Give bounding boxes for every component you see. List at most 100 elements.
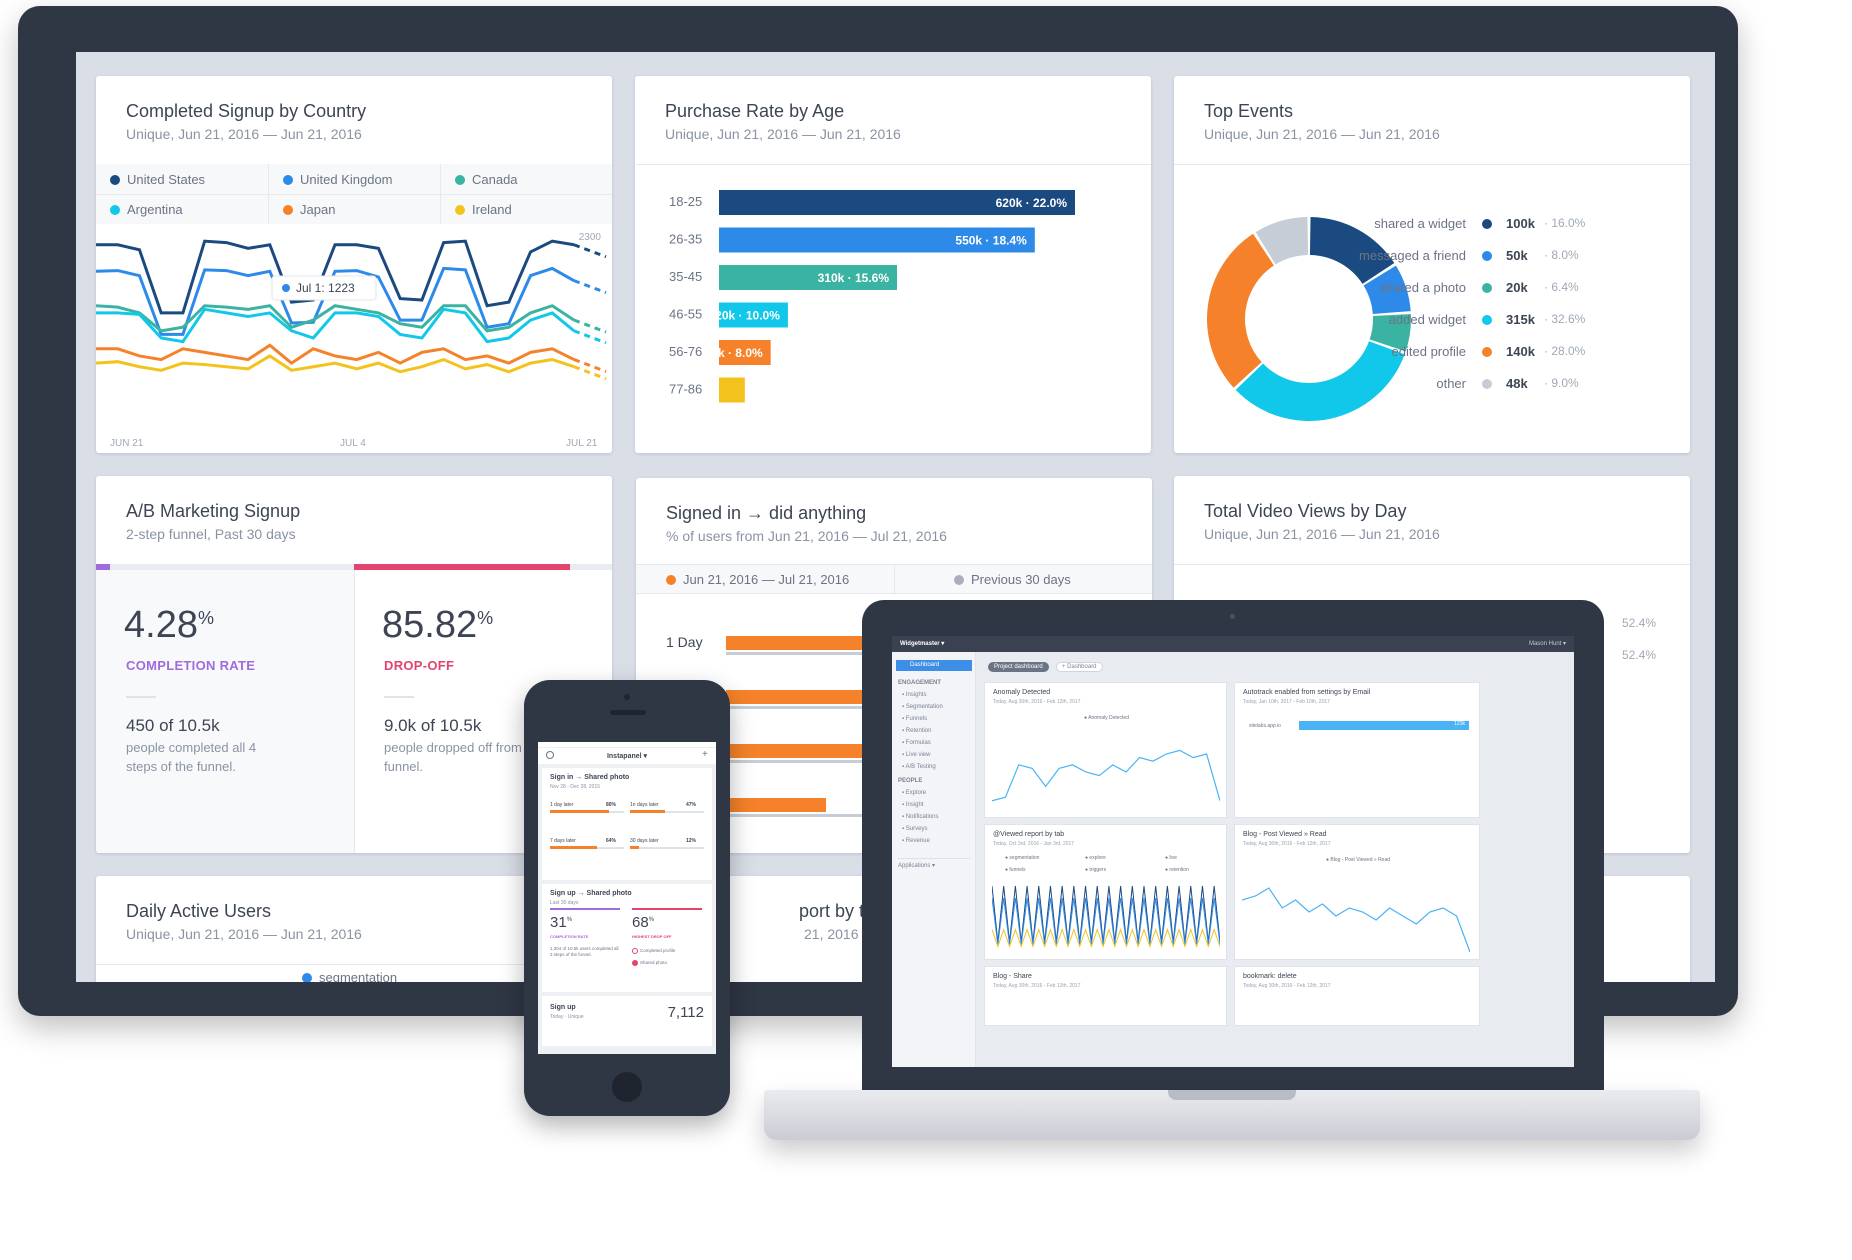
laptop-card-sub: Today, Aug 30th, 2016 - Feb 12th, 2017 [993, 983, 1081, 989]
laptop-card[interactable]: Blog - Share Today, Aug 30th, 2016 - Feb … [984, 966, 1227, 1026]
bar-18-25[interactable] [719, 190, 1075, 215]
bar-35-45[interactable] [719, 265, 897, 290]
event-color-dot [1482, 219, 1492, 229]
donut-slice-messaged-a-friend[interactable] [1363, 265, 1411, 315]
card-top-events[interactable]: Top Events Unique, Jun 21, 2016 — Jun 21… [1174, 76, 1690, 453]
sidebar-item[interactable]: ▪ Insight [902, 802, 924, 808]
series-line-japan[interactable] [96, 343, 575, 365]
sidebar-item-dashboard[interactable]: Dashboard [896, 660, 972, 671]
card-subtitle: % of users from Jun 21, 2016 — Jul 21, 2… [666, 528, 947, 544]
series-line-canada[interactable] [96, 304, 575, 333]
laptop-card-legend: ● explore [1085, 855, 1106, 861]
laptop-app-title[interactable]: Widgetmaster ▾ [900, 641, 945, 647]
phone-drop-item: Completed profile [632, 948, 675, 954]
event-label: shared a photo [1379, 280, 1466, 295]
sidebar-item[interactable]: ▪ Surveys [902, 826, 928, 832]
dropoff-value: 85.82% [382, 604, 494, 646]
laptop-mini-chart [1242, 887, 1470, 953]
sidebar-item[interactable]: ▪ Segmentation [902, 704, 943, 710]
legend-item-argentina[interactable]: Argentina [110, 202, 183, 217]
legend-item-previous[interactable]: Previous 30 days [954, 572, 1071, 587]
bar-56-76[interactable] [719, 340, 771, 365]
bar-77-86[interactable] [719, 377, 745, 403]
sidebar-item[interactable]: ▪ Live view [902, 752, 931, 758]
laptop-card-legend: ● Blog - Post Viewed » Read [1325, 857, 1391, 863]
sidebar-item[interactable]: ▪ Funnels [902, 716, 928, 722]
legend-item-ireland[interactable]: Ireland [455, 202, 512, 217]
event-pct: · 8.0% [1544, 248, 1579, 262]
phone-card-signup[interactable]: Sign up Today · Unique 7,112 [542, 996, 712, 1046]
plus-icon[interactable]: + [702, 749, 708, 760]
laptop-card[interactable]: bookmark: delete Today, Aug 30th, 2016 - … [1234, 966, 1480, 1026]
bar-26-35[interactable] [719, 227, 1035, 253]
phone-card-title: Sign up → Shared photo [550, 890, 632, 897]
donut-slice-added-widget[interactable] [1235, 341, 1405, 421]
event-label: shared a widget [1374, 216, 1466, 231]
completion-rate-value: 4.28% [124, 604, 214, 646]
sidebar-item[interactable]: ▪ Retention [902, 728, 932, 734]
event-label: other [1436, 376, 1466, 391]
mini-chart-line [992, 885, 1220, 943]
sidebar-applications[interactable]: Applications ▾ [898, 858, 970, 869]
card-signup-by-country[interactable]: Completed Signup by Country Unique, Jun … [96, 76, 612, 453]
legend-item-united-kingdom[interactable]: United Kingdom [283, 172, 393, 187]
laptop-card[interactable]: Autotrack enabled from settings by Email… [1234, 682, 1480, 818]
phone-screen: Instapanel ▾ + Sign in → Shared photo No… [538, 742, 716, 1054]
event-pct: · 28.0% [1544, 344, 1586, 358]
legend-item-segmentation[interactable]: segmentation [302, 970, 397, 982]
bar-category-label: 18-25 [669, 194, 702, 209]
legend-item-canada[interactable]: Canada [455, 172, 518, 187]
sidebar-item[interactable]: ▪ Notifications [902, 814, 939, 820]
card-subtitle: Unique, Jun 21, 2016 — Jun 21, 2016 [1204, 126, 1440, 142]
event-color-dot [1482, 347, 1492, 357]
chart-legend: United States United Kingdom Canada Arge… [96, 164, 612, 224]
legend-item-japan[interactable]: Japan [283, 202, 335, 217]
donut-slice-shared-a-photo[interactable] [1369, 314, 1411, 352]
tab-add-dashboard[interactable]: + Dashboard [1056, 662, 1103, 672]
legend-item-current[interactable]: Jun 21, 2016 — Jul 21, 2016 [666, 572, 849, 587]
series-line-united-kingdom[interactable] [96, 266, 575, 336]
event-value: 140k [1506, 344, 1535, 359]
card-title: A/B Marketing Signup [126, 501, 301, 521]
donut-slice-edited-profile[interactable] [1207, 233, 1274, 388]
card-purchase-rate-by-age[interactable]: Purchase Rate by Age Unique, Jun 21, 201… [635, 76, 1151, 453]
phone-card-retention[interactable]: Sign in → Shared photo Nov 28 - Dec 28, … [542, 768, 712, 880]
retention-row-value: 47% [686, 802, 697, 808]
pct-label: 52.4% [1622, 616, 1657, 630]
legend-item-united-states[interactable]: United States [110, 172, 205, 187]
retention-row-label: 30 days later [630, 838, 659, 844]
retention-bar-current[interactable] [726, 798, 826, 812]
laptop-card[interactable]: Anomaly Detected Today, Aug 30th, 2016 - … [984, 682, 1227, 818]
event-value: 20k [1506, 280, 1528, 295]
donut-slice-shared-a-widget[interactable] [1309, 217, 1395, 284]
card-ab-marketing-signup[interactable]: A/B Marketing Signup 2-step funnel, Past… [96, 476, 612, 853]
tab-project-dashboard[interactable]: Project dashboard [988, 662, 1049, 672]
series-line-united-states[interactable] [96, 239, 575, 315]
phone-app-title[interactable]: Instapanel ▾ [606, 753, 648, 760]
event-color-dot [1482, 283, 1492, 293]
laptop-mini-chart [992, 928, 1220, 948]
laptop-card[interactable]: Blog - Post Viewed » Read Today, Aug 30th… [1234, 824, 1480, 960]
pct-label: 52.4% [1622, 648, 1657, 662]
sidebar-item[interactable]: ▪ Formulas [902, 740, 931, 746]
sidebar-item[interactable]: ▪ Explore [902, 790, 927, 796]
sidebar-section: ENGAGEMENT [898, 680, 942, 686]
series-line-argentina[interactable] [96, 307, 575, 344]
row-label: 1 Day [666, 634, 703, 650]
phone-card-funnel[interactable]: Sign up → Shared photo Last 30 days 31% … [542, 884, 712, 992]
laptop-mini-chart [992, 885, 1220, 943]
laptop-card-sub: Today, Jan 10th, 2017 - Feb 10th, 2017 [1243, 699, 1330, 705]
laptop-user-menu[interactable]: Mason Hunt ▾ [1528, 641, 1566, 647]
bar-46-55[interactable] [719, 302, 788, 328]
phone-completion-desc: 1,304 of 10.5k users completed all 3 ste… [550, 946, 619, 957]
retention-row-label: 1 day later [550, 802, 574, 808]
sidebar-item[interactable]: ▪ A/B Testing [902, 764, 936, 770]
series-line-ireland[interactable] [96, 354, 575, 374]
bar-value-label: 550k · 18.4% [955, 234, 1027, 248]
sidebar-item[interactable]: ▪ Insights [902, 692, 927, 698]
gear-icon[interactable] [546, 751, 554, 759]
sidebar-item[interactable]: ▪ Revenue [902, 838, 930, 844]
laptop-card-title: Anomaly Detected [993, 689, 1051, 696]
home-button[interactable] [612, 1072, 642, 1102]
donut-slice-other[interactable] [1255, 217, 1309, 265]
